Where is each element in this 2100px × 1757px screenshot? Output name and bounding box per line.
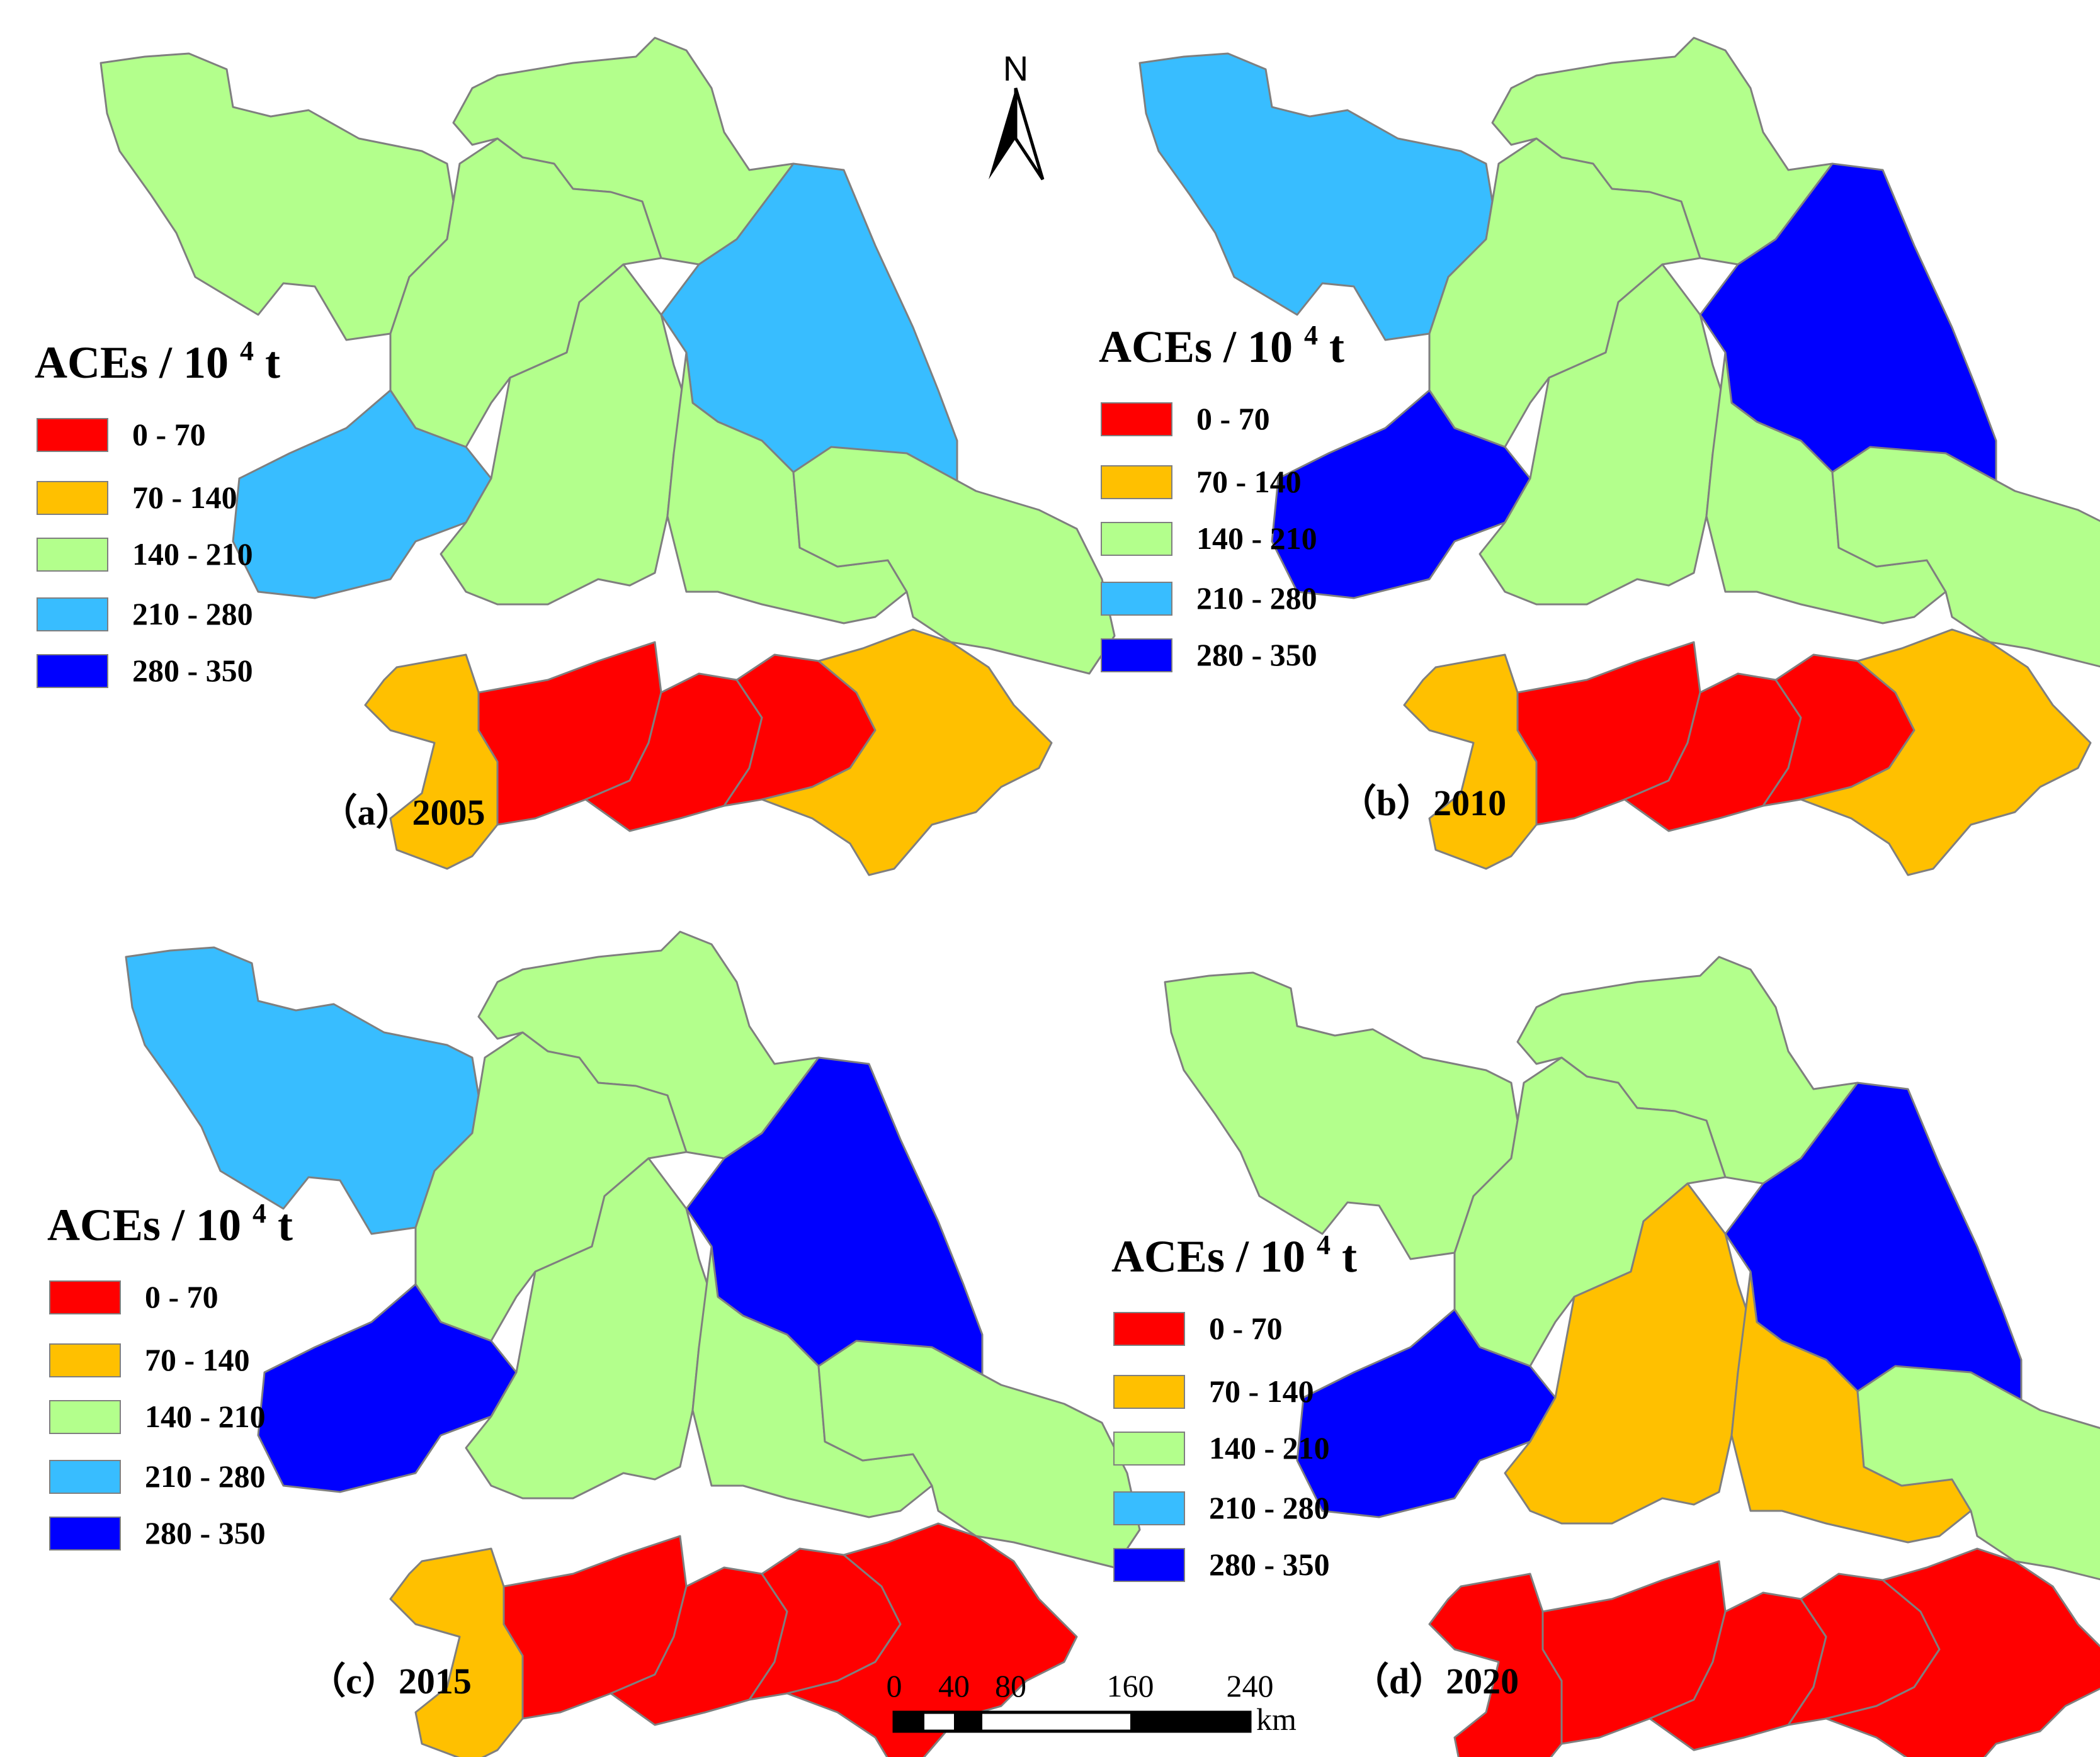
legend-swatch: [1101, 465, 1172, 499]
region-yangzhou: [440, 263, 688, 606]
panel-a-caption: （a）2005: [321, 792, 485, 833]
panel-c: [125, 930, 1141, 1757]
legend-label: 140 - 210: [145, 1399, 266, 1434]
legend-a: ACEs / 10 4 t 0 - 70 70 - 140 140 - 210 210 …: [35, 336, 280, 688]
legend-swatch: [49, 1517, 121, 1551]
legend-label: 280 - 350: [1209, 1547, 1330, 1582]
legend-label: 140 - 210: [1209, 1430, 1330, 1466]
region-nanjing: [364, 653, 499, 870]
legend-swatch: [49, 1280, 121, 1314]
north-arrow: N: [989, 48, 1045, 181]
region-yangzhou: [1479, 263, 1727, 606]
legend-title: ACEs / 10 4 t: [1111, 1229, 1357, 1282]
legend-title: ACEs / 10 4 t: [47, 1198, 293, 1250]
legend-swatch: [1101, 582, 1172, 616]
region-yangzhou: [1504, 1182, 1752, 1525]
legend-b: ACEs / 10 4 t 0 - 70 70 - 140 140 - 210 210 …: [1099, 320, 1344, 672]
legend-swatch: [37, 418, 108, 452]
legend-swatch: [1113, 1375, 1185, 1409]
legend-swatch: [1113, 1432, 1185, 1466]
legend-label: 70 - 140: [1196, 464, 1302, 499]
legend-swatch: [1101, 522, 1172, 556]
north-arrow-left-icon: [989, 88, 1016, 179]
legend-label: 70 - 140: [1209, 1374, 1314, 1409]
region-huaian: [1271, 389, 1531, 599]
scale-tick-0: 0: [887, 1668, 902, 1703]
scale-tick-160: 160: [1107, 1668, 1154, 1703]
region-huaian: [257, 1283, 518, 1493]
legend-label: 0 - 70: [1209, 1311, 1283, 1346]
panel-d-caption: （d）2020: [1353, 1661, 1519, 1702]
region-nantong: [1831, 446, 2100, 668]
legend-swatch: [1101, 638, 1172, 672]
legend-label: 210 - 280: [145, 1459, 266, 1494]
region-xuzhou: [99, 52, 455, 341]
legend-label: 70 - 140: [132, 480, 237, 515]
legend-swatch: [1113, 1548, 1185, 1582]
north-label: N: [1003, 48, 1028, 88]
region-huaian: [1296, 1308, 1557, 1518]
region-suzhou: [761, 628, 1053, 876]
legend-label: 0 - 70: [132, 417, 206, 452]
legend-label: 0 - 70: [145, 1279, 219, 1314]
legend-swatch: [1113, 1491, 1185, 1525]
panel-d: [1164, 956, 2100, 1757]
legend-label: 280 - 350: [145, 1515, 266, 1551]
region-yangzhou: [465, 1157, 713, 1500]
region-huaian: [232, 389, 492, 599]
scale-unit: km: [1256, 1702, 1297, 1737]
legend-label: 140 - 210: [132, 536, 253, 572]
legend-swatch: [37, 481, 108, 515]
scale-tick-80: 80: [995, 1668, 1026, 1703]
region-nanjing: [389, 1547, 524, 1757]
panel-map: [1164, 956, 2100, 1757]
region-nantong: [817, 1340, 1141, 1569]
legend-swatch: [49, 1343, 121, 1377]
legend-label: 0 - 70: [1196, 401, 1270, 436]
panel-map: [99, 37, 1116, 876]
region-nantong: [1856, 1365, 2100, 1581]
legend-swatch: [49, 1460, 121, 1494]
scale-tick-240: 240: [1227, 1668, 1274, 1703]
region-nanjing: [1403, 653, 1538, 870]
legend-d: ACEs / 10 4 t 0 - 70 70 - 140 140 - 210 210 …: [1111, 1229, 1357, 1582]
region-xuzhou: [1164, 971, 1519, 1260]
legend-swatch: [37, 597, 108, 631]
region-nantong: [792, 446, 1116, 675]
panel-map: [125, 930, 1141, 1757]
panel-a: [99, 37, 1116, 876]
panel-map: [1138, 37, 2100, 876]
panel-b-caption: （b）2010: [1340, 782, 1506, 823]
legend-label: 210 - 280: [1209, 1490, 1330, 1525]
panel-c-caption: （c）2015: [309, 1661, 472, 1702]
legend-label: 140 - 210: [1196, 521, 1317, 556]
north-arrow-right-icon: [1014, 88, 1045, 181]
legend-c: ACEs / 10 4 t 0 - 70 70 - 140 140 - 210 210 …: [47, 1198, 293, 1551]
legend-label: 280 - 350: [1196, 637, 1317, 672]
legend-title: ACEs / 10 4 t: [35, 336, 280, 388]
legend-label: 280 - 350: [132, 653, 253, 688]
legend-swatch: [37, 654, 108, 688]
legend-swatch: [1101, 402, 1172, 436]
panel-b: [1138, 37, 2100, 876]
legend-label: 210 - 280: [1196, 580, 1317, 616]
region-suzhou: [1800, 628, 2092, 876]
legend-label: 210 - 280: [132, 596, 253, 631]
legend-swatch: [49, 1400, 121, 1434]
scale-tick-40: 40: [938, 1668, 970, 1703]
region-xuzhou: [125, 946, 480, 1235]
region-xuzhou: [1138, 52, 1494, 341]
legend-label: 70 - 140: [145, 1342, 250, 1377]
region-suzhou: [1825, 1547, 2100, 1757]
legend-swatch: [37, 538, 108, 572]
scale-bar: 0 40 80 160 240 km: [887, 1668, 1297, 1737]
legend-swatch: [1113, 1312, 1185, 1346]
legend-title: ACEs / 10 4 t: [1099, 320, 1344, 372]
